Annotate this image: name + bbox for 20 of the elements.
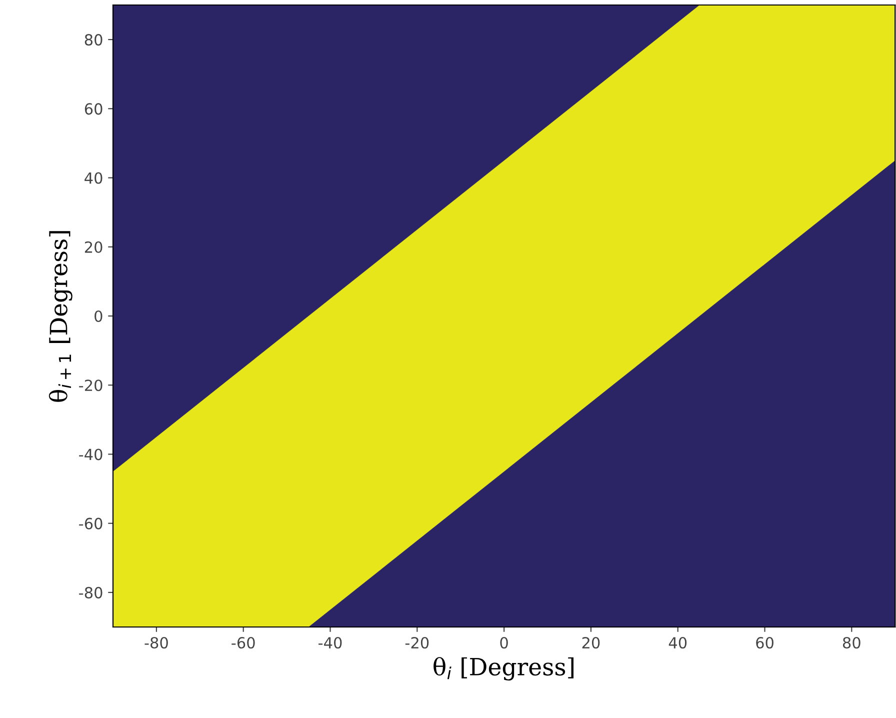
x-tick-label: 20 (582, 636, 600, 649)
y-tick-label: 0 (94, 310, 102, 322)
x-tick-label: -60 (232, 636, 255, 649)
y-tick-label: 80 (84, 34, 102, 46)
x-axis-title: θ$_{i}$ [Degress] (434, 657, 574, 680)
y-tick-label: -20 (79, 380, 102, 392)
x-tick-label: -20 (405, 636, 429, 649)
y-tick-label: 40 (84, 172, 102, 184)
x-tick-label: 60 (756, 636, 774, 649)
x-tick-label: 40 (668, 636, 687, 649)
y-tick-label: -80 (79, 586, 102, 598)
y-tick-label: 20 (84, 241, 102, 253)
y-tick-label: -40 (79, 448, 102, 460)
x-tick-label: 0 (500, 636, 508, 649)
x-tick-label: -40 (318, 636, 342, 649)
x-tick-label: 80 (842, 636, 860, 649)
y-tick-label: -60 (79, 518, 102, 530)
y-axis-title: θ$_{i+1}$ [Degress] (48, 231, 72, 402)
x-tick-label: -80 (144, 636, 168, 649)
y-tick-label: 60 (84, 103, 102, 115)
